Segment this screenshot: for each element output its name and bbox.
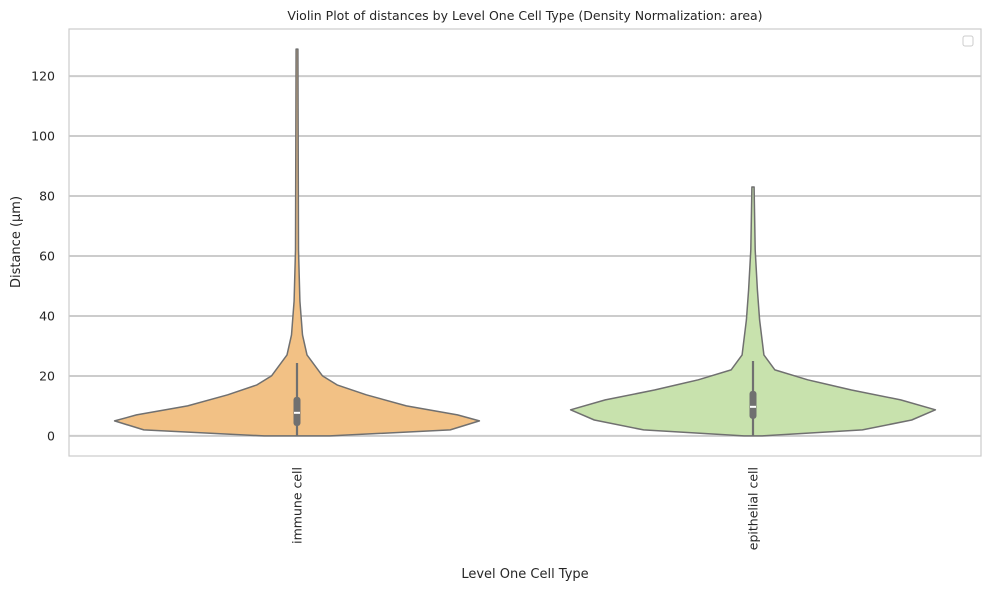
y-tick-label: 60	[39, 248, 55, 263]
plot-frame	[68, 28, 982, 457]
iqr-box	[293, 396, 301, 427]
y-tick-label: 120	[31, 69, 55, 84]
y-tick-label: 40	[39, 308, 55, 323]
y-tick-label: 80	[39, 189, 55, 204]
x-tick-label: immune cell	[290, 467, 305, 544]
iqr-box	[749, 390, 757, 419]
y-tick-label: 0	[47, 428, 55, 443]
violin-immune-cell	[113, 48, 481, 437]
violin-epithelial-cell	[569, 186, 937, 437]
y-tick-label: 100	[31, 129, 55, 144]
chart-title: Violin Plot of distances by Level One Ce…	[287, 8, 762, 23]
legend-box	[962, 35, 974, 47]
x-axis-label: Level One Cell Type	[461, 567, 588, 582]
x-tick-label: epithelial cell	[746, 467, 761, 550]
y-axis-label: Distance (µm)	[9, 196, 24, 288]
y-tick-label: 20	[39, 368, 55, 383]
